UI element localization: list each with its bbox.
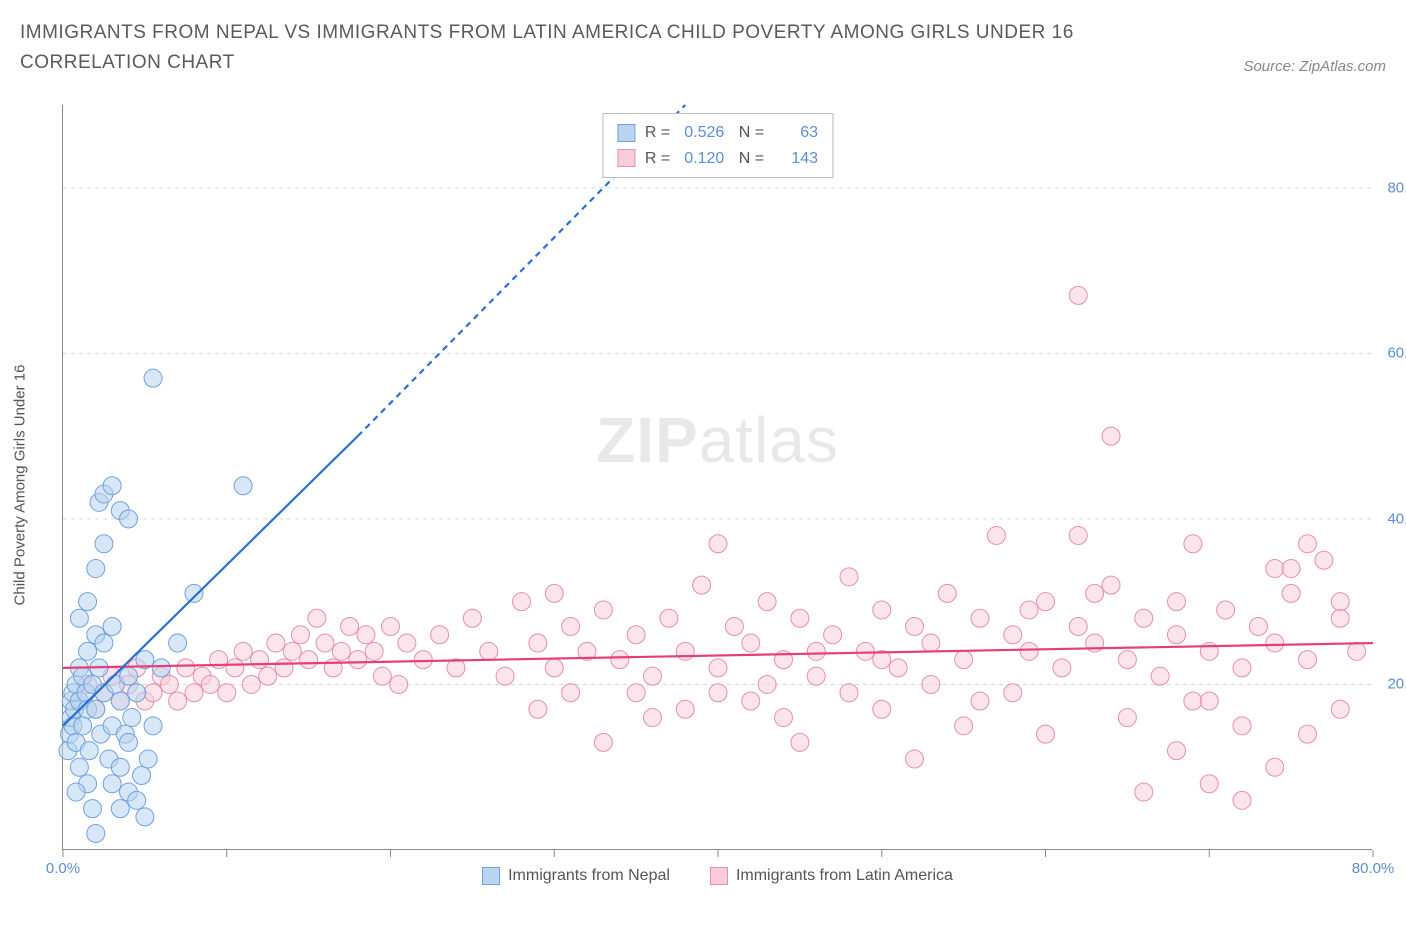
y-tick-label: 60.0% [1387,345,1406,362]
stats-row-latin: R = 0.120 N = 143 [617,146,818,172]
chart-title: IMMIGRANTS FROM NEPAL VS IMMIGRANTS FROM… [20,18,1120,79]
scatter-svg [63,105,1373,850]
swatch-nepal-icon [482,867,500,885]
y-tick-label: 40.0% [1387,510,1406,527]
x-tick-label: 0.0% [46,860,80,877]
stats-row-nepal: R = 0.526 N = 63 [617,120,818,146]
r-value-latin: 0.120 [680,146,724,172]
legend-label-nepal: Immigrants from Nepal [508,867,670,885]
series-legend: Immigrants from Nepal Immigrants from La… [63,867,1372,885]
swatch-latin-icon [710,867,728,885]
swatch-latin [617,149,635,167]
n-value-latin: 143 [774,146,818,172]
legend-label-latin: Immigrants from Latin America [736,867,953,885]
swatch-nepal [617,124,635,142]
legend-item-latin: Immigrants from Latin America [710,867,953,885]
y-tick-label: 20.0% [1387,676,1406,693]
source-attribution: Source: ZipAtlas.com [1243,58,1386,75]
n-value-nepal: 63 [774,120,818,146]
y-axis-label: Child Poverty Among Girls Under 16 [12,365,29,606]
y-tick-label: 80.0% [1387,179,1406,196]
stats-legend: R = 0.526 N = 63 R = 0.120 N = 143 [602,113,833,178]
legend-item-nepal: Immigrants from Nepal [482,867,670,885]
chart-area: Child Poverty Among Girls Under 16 ZIPat… [50,105,1390,865]
r-value-nepal: 0.526 [680,120,724,146]
x-tick-label: 80.0% [1352,860,1395,877]
plot-region: ZIPatlas R = 0.526 N = 63 R = 0.120 N = … [62,105,1372,850]
